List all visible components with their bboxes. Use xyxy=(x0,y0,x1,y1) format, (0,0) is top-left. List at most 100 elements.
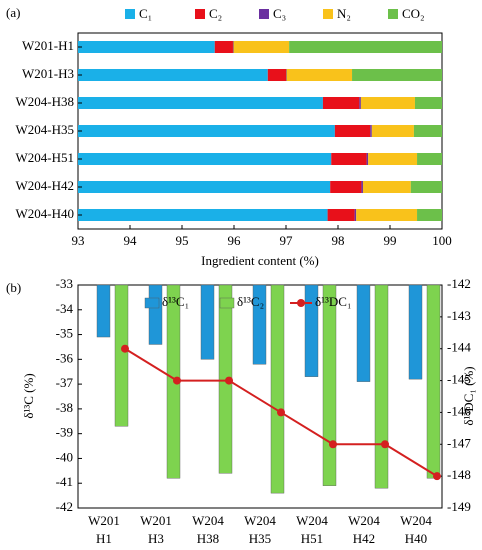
legend-label: N₂ xyxy=(337,6,351,21)
x-tick-label: 97 xyxy=(280,233,294,248)
x-tick-label: W204 xyxy=(348,513,380,528)
legend-swatch xyxy=(219,297,235,309)
legend-label: δ¹³C₁ xyxy=(162,294,189,309)
bar-segment xyxy=(286,69,287,81)
y2-tick-label: -149 xyxy=(447,499,471,514)
x-tick-label: W204 xyxy=(400,513,432,528)
bar-segment xyxy=(362,181,411,193)
legend-marker xyxy=(297,299,305,307)
y2-axis-label: δ¹³DC₁ (%) xyxy=(461,366,476,425)
y2-tick-label: -148 xyxy=(447,467,471,482)
bar xyxy=(374,284,389,489)
y-tick-label: -39 xyxy=(56,425,73,440)
bar-segment xyxy=(78,209,328,221)
y-tick-label: W201-H1 xyxy=(22,38,74,53)
bar xyxy=(114,284,129,427)
panel-b-title: (b) xyxy=(6,280,21,295)
bar-segment xyxy=(359,97,361,109)
y-tick-label: -34 xyxy=(56,301,74,316)
y2-tick-label: -146 xyxy=(447,403,471,418)
bar xyxy=(322,284,337,486)
x-axis-label: Ingredient content (%) xyxy=(201,253,319,268)
bar-segment xyxy=(417,153,442,165)
bar-segment xyxy=(78,97,323,109)
bar-segment xyxy=(352,69,442,81)
y-tick-label: -38 xyxy=(56,400,73,415)
bar-segment xyxy=(232,41,234,53)
bar-segment xyxy=(361,181,363,193)
x-tick-label: 93 xyxy=(72,233,85,248)
bar-segment xyxy=(322,97,360,109)
line-point xyxy=(433,472,441,481)
bar-segment xyxy=(327,209,355,221)
bar-segment xyxy=(360,97,415,109)
y-axis-label: δ¹³C (%) xyxy=(21,373,36,418)
bar xyxy=(304,284,319,377)
y-tick-label: -40 xyxy=(56,449,73,464)
bar-segment xyxy=(414,97,442,109)
bar-segment xyxy=(368,153,418,165)
bar-segment xyxy=(78,181,331,193)
legend-swatch xyxy=(388,9,398,19)
x-tick-label: 94 xyxy=(124,233,138,248)
x-tick-label: H42 xyxy=(353,531,375,546)
bar-segment xyxy=(371,125,414,137)
bar-segment xyxy=(330,181,362,193)
bar-segment xyxy=(214,41,233,53)
y-tick-label: W201-H3 xyxy=(22,66,74,81)
bar xyxy=(252,284,267,365)
bar-segment xyxy=(366,153,369,165)
y-tick-label: -33 xyxy=(56,276,73,291)
y-tick-label: W204-H42 xyxy=(16,178,75,193)
bar-segment xyxy=(78,153,332,165)
y-tick-label: -37 xyxy=(56,375,74,390)
y2-tick-label: -144 xyxy=(447,340,471,355)
x-tick-label: H38 xyxy=(197,531,219,546)
bar xyxy=(200,284,215,360)
x-tick-label: 100 xyxy=(432,233,452,248)
bar-segment xyxy=(78,125,335,137)
x-tick-label: H51 xyxy=(301,531,323,546)
bar-segment xyxy=(356,209,418,221)
line-point xyxy=(225,376,233,385)
bar-segment xyxy=(331,153,367,165)
line-point xyxy=(381,440,389,449)
x-tick-label: H40 xyxy=(405,531,427,546)
y-tick-label: -36 xyxy=(56,350,74,365)
y2-tick-label: -145 xyxy=(447,372,471,387)
x-tick-label: W204 xyxy=(192,513,224,528)
bars xyxy=(78,41,442,221)
x-tick-label: W201 xyxy=(88,513,120,528)
legend-label: C₃ xyxy=(273,6,286,21)
x-tick-label: 96 xyxy=(228,233,242,248)
y-tick-label: -42 xyxy=(56,499,73,514)
y-tick-label: W204-H38 xyxy=(16,94,75,109)
y2-tick-label: -142 xyxy=(447,276,471,291)
legend-label: δ¹³DC₁ xyxy=(315,294,352,309)
x-tick-label: W204 xyxy=(244,513,276,528)
legend-label: CO₂ xyxy=(402,6,425,21)
bar-segment xyxy=(233,41,290,53)
x-tick-label: 95 xyxy=(176,233,189,248)
legend-swatch xyxy=(125,9,135,19)
y2-tick-label: -147 xyxy=(447,435,471,450)
bar-segment xyxy=(413,125,442,137)
legend-label: C₁ xyxy=(139,6,152,21)
y-tick-label: W204-H51 xyxy=(16,150,75,165)
y-tick-label: W204-H40 xyxy=(16,206,75,221)
bar xyxy=(96,284,111,338)
legend-swatch xyxy=(323,9,333,19)
y-tick-label: -35 xyxy=(56,326,73,341)
bar-segment xyxy=(286,69,353,81)
x-tick-label: H3 xyxy=(148,531,164,546)
bar-segment xyxy=(417,209,442,221)
x-tick-label: W204 xyxy=(296,513,328,528)
bar-segment xyxy=(334,125,371,137)
legend-swatch xyxy=(144,297,160,309)
x-tick-label: W201 xyxy=(140,513,172,528)
bar-segment xyxy=(354,209,357,221)
legend-label: δ¹³C₂ xyxy=(237,294,264,309)
line-point xyxy=(173,376,181,385)
bar-segment xyxy=(78,69,268,81)
